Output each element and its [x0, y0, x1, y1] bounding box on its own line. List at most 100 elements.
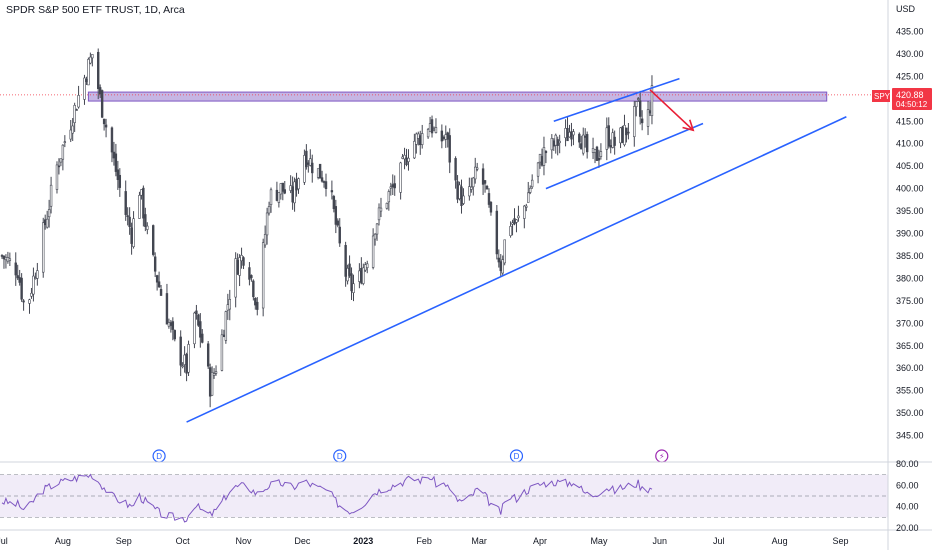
down-arrow-head[interactable]: [682, 119, 695, 132]
candle-body: [169, 322, 173, 326]
candle-body: [391, 184, 394, 188]
candle-body: [238, 257, 241, 276]
candle-body: [442, 136, 446, 139]
candle-body: [583, 135, 587, 138]
candle-body: [542, 147, 546, 166]
candle-body: [185, 353, 188, 374]
candle-body: [71, 125, 74, 134]
ascending-support-line[interactable]: [186, 116, 847, 423]
candle-body: [454, 158, 457, 181]
candle-body: [28, 299, 31, 304]
candle-body: [236, 260, 239, 275]
candle-body: [195, 310, 198, 315]
candle-body: [605, 127, 609, 150]
event-markers-layer[interactable]: D D D ⚡: [152, 449, 669, 463]
candle-body: [132, 218, 135, 247]
candle-body: [389, 186, 392, 189]
candle-body: [316, 168, 320, 178]
y-tick-label: 375.00: [896, 296, 924, 306]
candle-body: [45, 218, 49, 228]
candle-body: [303, 155, 306, 183]
candle-body: [311, 162, 314, 174]
candle-body: [138, 195, 141, 219]
candle-body: [118, 174, 122, 188]
candle-body: [234, 258, 237, 298]
candle-body: [399, 162, 402, 193]
candle-body: [206, 343, 210, 367]
candle-body: [611, 132, 614, 148]
candle-body: [240, 255, 243, 262]
candle-body: [224, 311, 228, 341]
channel-lower-line[interactable]: [545, 122, 704, 190]
candle-body: [511, 222, 514, 225]
candle-body: [18, 277, 21, 283]
candle-body: [83, 77, 86, 100]
candle-body: [155, 275, 159, 283]
candle-body: [167, 322, 171, 327]
candle-body: [362, 267, 365, 284]
candle-body: [489, 201, 493, 213]
candle-body: [428, 123, 432, 132]
candle-body: [568, 131, 571, 138]
candle-body: [595, 146, 599, 161]
candle-body: [112, 151, 116, 159]
candle-body: [22, 300, 25, 303]
candle-body: [85, 78, 88, 82]
candle-body: [334, 206, 338, 225]
candle-body: [646, 109, 650, 127]
down-arrow-shaft[interactable]: [649, 89, 694, 131]
channel-upper-line[interactable]: [553, 77, 680, 123]
candle-body: [470, 186, 473, 190]
x-tick-label: Sep: [116, 536, 132, 546]
candle-body: [49, 184, 53, 207]
resistance-zone-layer: [0, 91, 888, 102]
candle-body: [515, 219, 518, 223]
candle-body: [201, 333, 204, 343]
y-tick-label: 405.00: [896, 161, 924, 171]
x-tick-label: Aug: [55, 536, 71, 546]
candle-body: [42, 222, 45, 273]
candle-body: [593, 149, 597, 153]
candle-body: [332, 196, 336, 210]
y-tick-label: 390.00: [896, 229, 924, 239]
candle-body: [307, 162, 310, 165]
candle-body: [377, 207, 381, 221]
candle-body: [474, 166, 477, 180]
y-tick-label: 395.00: [896, 206, 924, 216]
candle-body: [580, 143, 583, 150]
candle-body: [14, 262, 17, 276]
candle-body: [110, 127, 114, 153]
candle-body: [59, 158, 63, 163]
currency-label: USD: [896, 4, 916, 14]
y-tick-label: 370.00: [896, 318, 924, 328]
trend-lines-layer[interactable]: [186, 77, 847, 423]
candle-body: [509, 225, 512, 236]
candle-body: [344, 245, 347, 277]
x-tick-label: Jun: [653, 536, 668, 546]
candle-body: [346, 268, 349, 282]
candle-body: [34, 277, 37, 279]
candle-body: [146, 225, 149, 230]
candle-body: [540, 156, 544, 166]
candle-body: [63, 141, 67, 144]
candle-body: [591, 148, 595, 153]
candle-body: [153, 256, 157, 272]
candle-body: [55, 164, 59, 190]
candle-body: [637, 98, 640, 100]
candle-body: [297, 178, 300, 190]
candle-body: [228, 299, 231, 310]
candle-body: [599, 151, 603, 157]
candle-body: [269, 189, 273, 205]
candle-body: [364, 264, 367, 271]
rsi-tick-label: 60.00: [896, 480, 919, 490]
candle-body: [32, 275, 35, 295]
y-tick-label: 350.00: [896, 408, 924, 418]
candle-body: [432, 128, 436, 131]
y-tick-label: 410.00: [896, 139, 924, 149]
candle-body: [558, 140, 561, 144]
candle-body: [462, 195, 465, 204]
x-tick-label: May: [590, 536, 608, 546]
candle-body: [405, 157, 408, 166]
candle-body: [371, 235, 375, 268]
